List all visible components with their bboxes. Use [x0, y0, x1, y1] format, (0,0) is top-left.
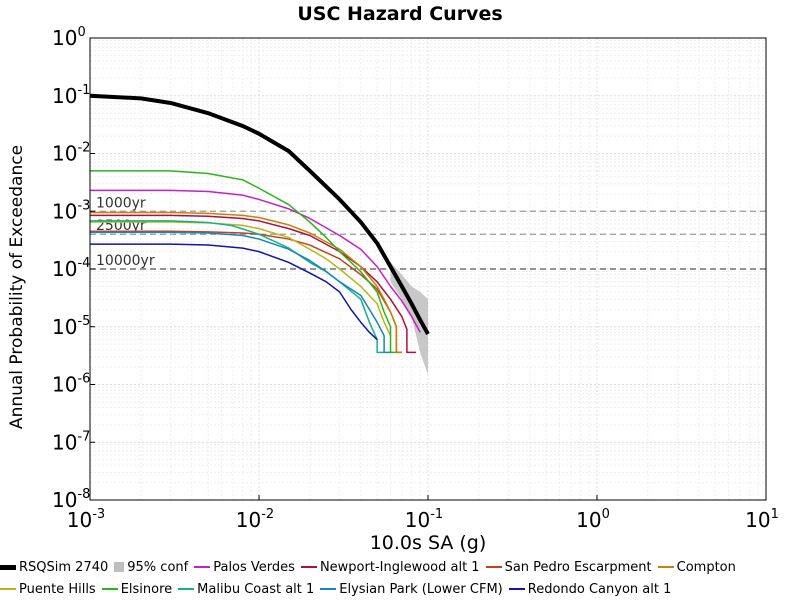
legend-label: Compton [676, 559, 736, 575]
legend-label: Elsinore [120, 581, 173, 597]
legend-swatch-5 [0, 588, 16, 590]
chart-title: USC Hazard Curves [297, 3, 502, 25]
legend-swatch-6 [101, 588, 118, 590]
legend-item: Elsinore [101, 581, 173, 597]
series-line-2 [90, 214, 417, 354]
series-line-1 [90, 189, 421, 333]
legend-label: Newport-Inglewood alt 1 [319, 559, 480, 575]
legend-label: Palos Verdes [213, 559, 295, 575]
y-tick-label: 10-1 [52, 83, 90, 108]
legend-label: Malibu Coast alt 1 [197, 581, 315, 597]
legend-row: Puente Hills Elsinore Malibu Coast alt 1 El… [0, 578, 800, 600]
y-tick-label: 10-5 [52, 314, 90, 339]
x-axis-label: 10.0s SA (g) [370, 532, 487, 554]
legend-swatch-1 [194, 566, 211, 568]
x-tick-label: 101 [745, 507, 779, 532]
legend-swatch-7 [178, 588, 195, 590]
legend-item: San Pedro Escarpment [485, 559, 652, 575]
series-line-7 [90, 220, 385, 354]
legend-item: Newport-Inglewood alt 1 [300, 559, 480, 575]
legend-item: Compton [657, 559, 736, 575]
series-line-0 [89, 93, 430, 335]
x-tick-label: 100 [576, 507, 610, 532]
confidence-band-area [390, 262, 428, 375]
reference-line-label: 10000yr [96, 253, 155, 269]
confidence-band [390, 262, 428, 375]
legend-item: Puente Hills [0, 582, 96, 597]
legend-swatch-9 [508, 588, 525, 590]
hazard-chart: USC Hazard Curves Annual Probability of … [7, 3, 779, 554]
x-tick-label: 10-2 [236, 507, 274, 532]
series-line-9 [90, 243, 378, 341]
y-tick-label: 10-3 [52, 198, 90, 223]
legend: RSQSim 2740 95% conf Palos Verdes Newport-I… [0, 556, 800, 600]
x-tick-label: 10-3 [67, 507, 105, 532]
legend-label: Redondo Canyon alt 1 [527, 581, 672, 597]
y-axis-label: Annual Probability of Exceedance [7, 145, 27, 429]
legend-swatch-0 [0, 564, 16, 570]
series-line-6 [90, 170, 397, 354]
y-tick-label: 10-2 [52, 141, 90, 166]
legend-item: Elysian Park (Lower CFM) [320, 581, 503, 597]
legend-label: Puente Hills [19, 581, 96, 597]
legend-swatch-8 [320, 588, 337, 590]
axis-ticks: 10-3 10-2 10-1 100 101 100 10-1 10-2 10-3 10-4 10-… [52, 25, 779, 532]
reference-line-label: 1000yr [96, 195, 146, 211]
series-line-4 [90, 211, 402, 354]
series-lines [89, 93, 430, 354]
legend-swatch-3 [485, 566, 502, 568]
legend-swatch-band [114, 562, 125, 572]
legend-item: Malibu Coast alt 1 [178, 582, 314, 597]
legend-label: San Pedro Escarpment [504, 559, 652, 575]
legend-item: Palos Verdes [194, 560, 295, 575]
legend-label: 95% conf [127, 559, 189, 575]
legend-label: Elysian Park (Lower CFM) [339, 581, 503, 597]
legend-item: RSQSim 2740 [0, 560, 108, 575]
legend-row: RSQSim 2740 95% conf Palos Verdes Newport-I… [0, 556, 800, 578]
legend-label: RSQSim 2740 [19, 559, 109, 575]
legend-swatch-2 [300, 566, 317, 568]
y-tick-label: 10-7 [52, 429, 90, 454]
legend-item: 95% conf [114, 560, 188, 575]
legend-swatch-4 [657, 566, 674, 568]
legend-item: Redondo Canyon alt 1 [508, 581, 672, 597]
y-tick-label: 10-8 [52, 487, 90, 512]
y-tick-label: 100 [52, 25, 86, 50]
y-tick-label: 10-6 [52, 372, 90, 397]
x-tick-label: 10-1 [405, 507, 443, 532]
series-line-8 [90, 231, 391, 354]
y-tick-label: 10-4 [52, 256, 90, 281]
